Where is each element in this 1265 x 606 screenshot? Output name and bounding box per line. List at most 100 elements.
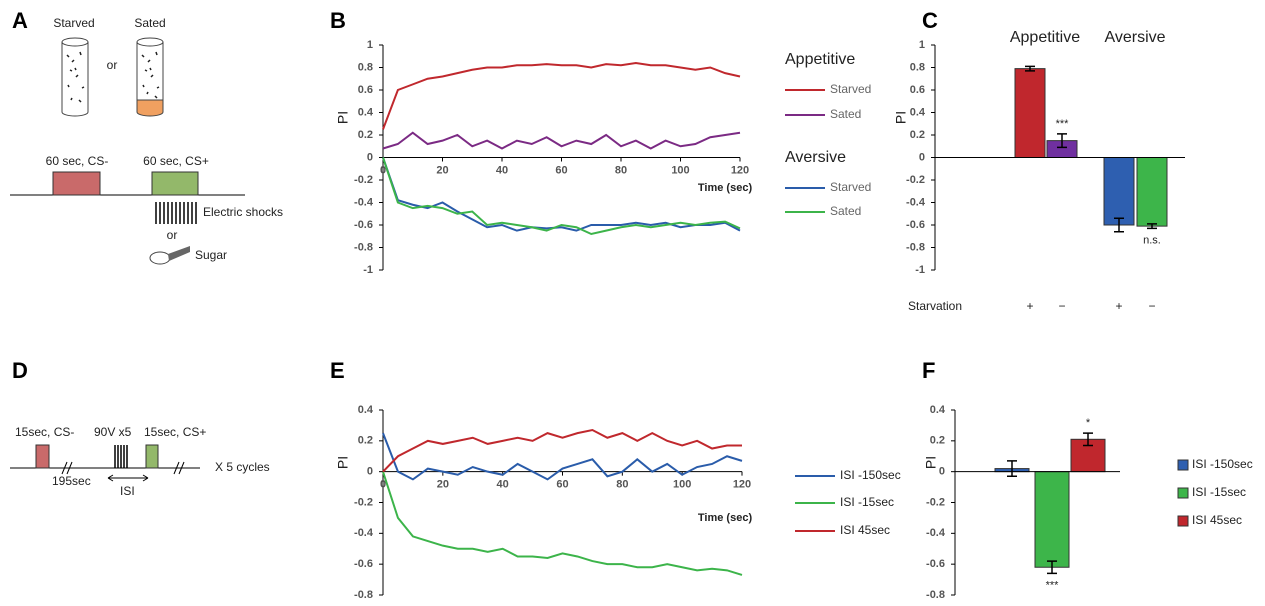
y-tick-label: 0.2 bbox=[910, 129, 925, 141]
spoon bbox=[149, 251, 171, 265]
series-line bbox=[382, 428, 742, 473]
y-tick-label: -0.2 bbox=[354, 174, 373, 186]
x-tick-label: + bbox=[1115, 299, 1122, 313]
y-tick-label: -1 bbox=[363, 264, 373, 276]
error-bar bbox=[1114, 217, 1124, 233]
stimulus-label: 60 sec, CS+ bbox=[143, 154, 209, 168]
significance: n.s. bbox=[1143, 234, 1161, 246]
y-tick-label: 0 bbox=[919, 151, 925, 163]
legend-label: Starved bbox=[830, 180, 871, 194]
x-tick-label: + bbox=[1026, 299, 1033, 313]
y-tick-label: -0.2 bbox=[906, 174, 925, 186]
cs-plus-box bbox=[145, 444, 159, 469]
x-axis-label: Time (sec) bbox=[698, 512, 753, 524]
x-tick-label: 0 bbox=[380, 479, 386, 491]
x-tick-label: 120 bbox=[731, 164, 749, 176]
isi-label: ISI bbox=[120, 484, 135, 498]
legend-label: Sated bbox=[830, 107, 861, 121]
x-tick-label: 0 bbox=[380, 164, 386, 176]
bar bbox=[1136, 157, 1168, 227]
x-tick-label: 40 bbox=[496, 164, 508, 176]
y-tick-label: -0.6 bbox=[906, 219, 925, 231]
y-tick-label: 1 bbox=[367, 39, 373, 51]
y-tick-label: -0.8 bbox=[354, 241, 373, 253]
y-tick-label: 0.8 bbox=[358, 61, 373, 73]
y-tick-label: -0.8 bbox=[354, 589, 373, 601]
series-line bbox=[382, 61, 741, 130]
panel-label: E bbox=[330, 358, 345, 383]
significance: * bbox=[1086, 417, 1091, 429]
vial bbox=[61, 37, 164, 117]
bar bbox=[1014, 68, 1046, 158]
y-axis-label: PI bbox=[335, 456, 351, 469]
stimulus-label: 15sec, CS- bbox=[15, 425, 74, 439]
isi-arrow bbox=[107, 474, 149, 482]
series-line bbox=[382, 471, 743, 576]
legend-label: ISI -150sec bbox=[840, 468, 901, 482]
cs-plus-box bbox=[151, 171, 199, 196]
x-tick-label: 60 bbox=[555, 164, 567, 176]
x-tick-label: 120 bbox=[733, 479, 751, 491]
legend-group: Appetitive bbox=[785, 51, 855, 68]
x-tick-label: 100 bbox=[671, 164, 689, 176]
y-axis-label: PI bbox=[893, 111, 909, 124]
y-tick-label: 0.2 bbox=[358, 129, 373, 141]
cs-minus-box bbox=[52, 171, 101, 196]
y-tick-label: 0 bbox=[939, 466, 945, 478]
us-label: Sugar bbox=[195, 248, 227, 262]
y-tick-label: 0.4 bbox=[930, 404, 946, 416]
y-tick-label: 0.6 bbox=[910, 84, 925, 96]
y-tick-label: 0.6 bbox=[358, 84, 373, 96]
series-line bbox=[382, 432, 743, 481]
y-tick-label: -0.6 bbox=[926, 558, 945, 570]
y-tick-label: 0.8 bbox=[910, 61, 925, 73]
legend-label: ISI -15sec bbox=[1192, 485, 1246, 499]
legend-swatch bbox=[1177, 515, 1189, 527]
y-tick-label: -0.2 bbox=[926, 496, 945, 508]
repeat-label: X 5 cycles bbox=[215, 460, 270, 474]
stimulus-label: 60 sec, CS- bbox=[46, 154, 109, 168]
y-tick-label: 0.2 bbox=[358, 435, 373, 447]
cs-minus-box bbox=[35, 444, 50, 469]
y-tick-label: -0.8 bbox=[926, 589, 945, 601]
condition-label: Sated bbox=[134, 16, 165, 30]
error-bar bbox=[1047, 560, 1057, 575]
legend-swatch bbox=[1177, 487, 1189, 499]
y-tick-label: 1 bbox=[919, 39, 925, 51]
y-tick-label: -0.2 bbox=[354, 496, 373, 508]
panel-label: D bbox=[12, 358, 28, 383]
x-tick-label: 100 bbox=[673, 479, 691, 491]
error-bar bbox=[1057, 133, 1067, 149]
y-tick-label: -1 bbox=[915, 264, 925, 276]
y-tick-label: -0.8 bbox=[906, 241, 925, 253]
diagram-d: D 15sec, CS- 90V x5 15sec, CS+ 195sec IS… bbox=[10, 358, 270, 498]
significance: *** bbox=[1056, 118, 1070, 130]
shocks bbox=[155, 202, 197, 224]
spoon-handle bbox=[168, 246, 190, 261]
x-tick-label: 80 bbox=[615, 164, 627, 176]
legend-swatch bbox=[1177, 459, 1189, 471]
y-tick-label: -0.4 bbox=[354, 196, 374, 208]
bar bbox=[1103, 157, 1135, 226]
panel-label: F bbox=[922, 358, 935, 383]
connector: or bbox=[107, 58, 118, 72]
bar bbox=[1034, 471, 1070, 568]
connector: or bbox=[167, 228, 178, 242]
legend-label: ISI -150sec bbox=[1192, 457, 1253, 471]
shocks bbox=[114, 445, 128, 468]
group-label: Aversive bbox=[1104, 29, 1165, 46]
y-tick-label: 0.4 bbox=[910, 106, 926, 118]
y-tick-label: -0.6 bbox=[354, 219, 373, 231]
y-tick-label: -0.4 bbox=[926, 527, 946, 539]
y-axis-label: PI bbox=[923, 456, 939, 469]
legend-label: Starved bbox=[830, 82, 871, 96]
flies bbox=[66, 51, 160, 103]
error-bar bbox=[1007, 460, 1017, 478]
x-tick-label: 20 bbox=[437, 479, 449, 491]
error-bar bbox=[1025, 65, 1035, 72]
series-line bbox=[382, 157, 741, 236]
y-tick-label: -0.6 bbox=[354, 558, 373, 570]
condition-label: Starved bbox=[53, 16, 94, 30]
diagram-a: A Starved Sated or 60 sec, CS- 60 sec, C… bbox=[10, 8, 283, 265]
x-tick-label: − bbox=[1058, 299, 1065, 313]
